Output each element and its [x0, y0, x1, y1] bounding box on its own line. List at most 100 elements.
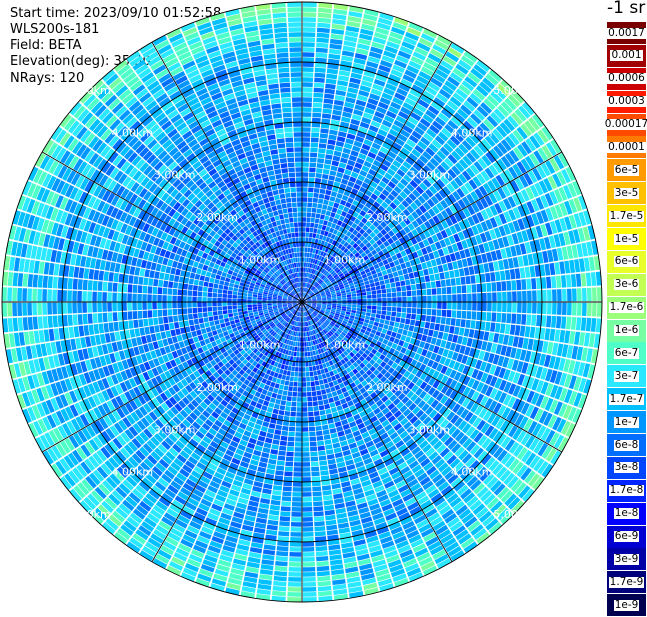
data-cell [307, 202, 312, 207]
data-cell [303, 112, 312, 117]
data-cell [314, 183, 320, 188]
data-cell [317, 395, 322, 400]
data-cell [279, 526, 290, 531]
data-cell [542, 290, 547, 301]
data-cell [332, 115, 341, 121]
data-cell [371, 291, 376, 295]
data-cell [282, 496, 291, 501]
data-cell [317, 28, 330, 33]
data-cell [292, 397, 297, 402]
data-cell [313, 401, 318, 406]
data-cell [326, 211, 331, 216]
data-cell [462, 259, 468, 268]
data-cell [258, 584, 272, 590]
data-cell [298, 372, 301, 376]
data-cell [442, 264, 448, 272]
data-cell [302, 247, 305, 251]
data-cell [299, 327, 301, 331]
data-cell [261, 493, 271, 499]
data-cell [320, 384, 325, 389]
data-cell [362, 292, 367, 295]
data-cell [304, 257, 306, 262]
data-cell [276, 556, 288, 561]
data-cell [407, 331, 413, 337]
data-cell [423, 269, 429, 276]
data-cell [303, 532, 314, 537]
data-cell [522, 303, 527, 313]
data-cell [361, 289, 366, 293]
data-cell [507, 303, 512, 313]
data-cell [291, 351, 294, 356]
data-cell [306, 258, 309, 263]
data-cell [471, 311, 476, 319]
data-cell [352, 305, 357, 308]
data-cell [302, 192, 307, 197]
data-cell [352, 302, 356, 305]
data-cell [332, 391, 338, 397]
data-cell [291, 517, 301, 522]
data-cell [512, 303, 517, 313]
data-cell [381, 315, 386, 320]
data-cell [340, 200, 346, 206]
data-cell [299, 352, 302, 356]
data-cell [303, 17, 316, 22]
data-cell [324, 98, 334, 104]
data-cell [325, 84, 336, 90]
data-cell [552, 289, 557, 301]
data-cell [556, 316, 561, 328]
data-cell [292, 497, 301, 502]
data-cell [264, 442, 272, 448]
data-cell [264, 544, 276, 550]
data-cell [302, 187, 307, 192]
data-cell [278, 389, 283, 394]
data-cell [376, 286, 381, 290]
data-cell [381, 311, 386, 315]
data-cell [495, 271, 501, 281]
data-cell [387, 302, 392, 306]
data-cell [290, 356, 293, 361]
data-cell [306, 372, 310, 377]
data-cell [337, 136, 346, 142]
data-cell [451, 278, 456, 286]
data-cell [372, 298, 376, 301]
data-cell [556, 276, 561, 288]
data-cell [391, 267, 397, 273]
data-cell [320, 465, 328, 470]
data-cell [320, 189, 326, 194]
data-cell [294, 377, 298, 382]
data-cell [326, 79, 337, 85]
data-cell [323, 220, 328, 225]
data-cell [266, 530, 277, 536]
data-cell [288, 572, 301, 577]
data-cell [318, 581, 331, 586]
data-cell [510, 325, 516, 335]
data-cell [275, 425, 282, 430]
data-cell [306, 377, 310, 382]
data-cell [317, 158, 324, 163]
data-cell [302, 432, 308, 437]
data-cell [477, 303, 482, 311]
data-cell [330, 559, 343, 565]
data-cell [289, 562, 301, 567]
data-cell [405, 280, 410, 286]
data-cell [292, 362, 295, 367]
data-cell [493, 261, 499, 271]
data-cell [272, 591, 286, 596]
data-cell [312, 481, 321, 486]
data-cell [280, 441, 287, 446]
data-cell [330, 402, 336, 408]
data-cell [532, 290, 537, 301]
data-cell [376, 310, 381, 314]
data-cell [526, 314, 531, 325]
data-cell [292, 502, 301, 507]
data-cell [328, 459, 336, 465]
data-cell [328, 544, 340, 550]
data-cell [305, 352, 308, 357]
data-cell [273, 485, 282, 490]
data-cell [281, 400, 286, 405]
data-cell [592, 303, 597, 317]
data-cell [395, 317, 400, 322]
data-cell [485, 322, 490, 331]
data-cell [431, 281, 436, 288]
data-cell [307, 387, 311, 392]
